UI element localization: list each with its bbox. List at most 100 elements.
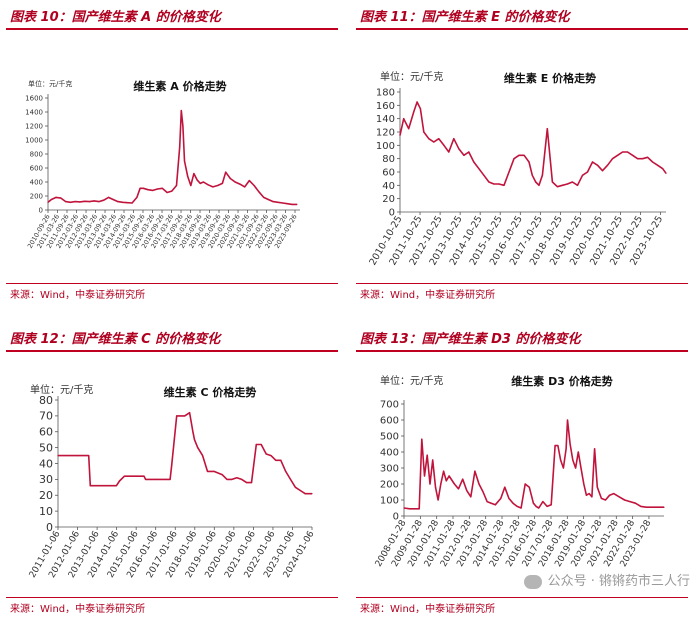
- data-point: [575, 467, 577, 469]
- y-tick-label: 0: [393, 512, 399, 523]
- chart-vitamin-e: 单位：元/千克 维生素 E 价格走势 0 20 40 60 80 100 120 140 160 18…: [367, 70, 667, 267]
- data-point: [217, 184, 219, 187]
- y-tick-label: 0: [389, 208, 395, 219]
- series-line: [403, 419, 664, 510]
- y-tick-label: 200: [30, 192, 43, 200]
- data-point: [462, 478, 464, 480]
- panel-title: 图表 10：国产维生素 A 的价格变化: [10, 10, 221, 25]
- data-point: [508, 171, 510, 173]
- panel-vitamin-c: 图表 12：国产维生素 C 的价格变化 单位：元/千克 维生素 C 价格走势 0 10…: [0, 322, 344, 617]
- data-point: [523, 154, 525, 156]
- data-point: [122, 201, 124, 203]
- data-point: [647, 156, 649, 158]
- data-point: [403, 118, 405, 120]
- data-point: [554, 445, 556, 447]
- data-point: [225, 171, 227, 173]
- data-point: [588, 493, 590, 495]
- data-point: [624, 499, 626, 501]
- data-point: [591, 496, 593, 498]
- data-point: [500, 497, 502, 499]
- data-point: [282, 202, 284, 204]
- data-point: [637, 158, 639, 160]
- data-point: [632, 154, 634, 156]
- data-point: [474, 470, 476, 472]
- source-note: 来源：Wind，中泰证券研究所: [360, 604, 496, 615]
- data-point: [609, 494, 611, 496]
- data-point: [591, 161, 594, 163]
- data-point: [516, 505, 518, 507]
- data-point: [136, 196, 138, 198]
- data-point: [193, 439, 196, 441]
- data-point: [576, 184, 579, 186]
- data-point: [229, 177, 231, 180]
- data-point: [426, 454, 428, 456]
- data-point: [221, 474, 223, 476]
- source-note: 来源：Wind，中泰证券研究所: [360, 290, 496, 301]
- panel-title: 图表 12：国产维生素 C 的价格变化: [10, 332, 221, 347]
- data-point: [438, 138, 440, 140]
- watermark-text: 公众号 · 锵锵药市三人行: [547, 574, 690, 589]
- data-point: [413, 111, 415, 113]
- data-point: [55, 196, 57, 198]
- source-note: 来源：Wind，中泰证券研究所: [10, 604, 146, 615]
- data-point: [270, 455, 272, 457]
- data-point: [498, 183, 500, 185]
- y-tick-label: 60: [39, 426, 53, 439]
- data-point: [665, 172, 667, 174]
- data-point: [466, 489, 468, 491]
- data-point: [202, 455, 204, 457]
- data-point: [192, 431, 194, 433]
- y-tick-label: 40: [39, 457, 53, 470]
- title-divider: [6, 28, 338, 30]
- data-point: [296, 203, 298, 205]
- y-tick-label: 1200: [25, 122, 43, 130]
- y-tick-label: 0: [46, 521, 53, 534]
- data-point: [663, 506, 665, 508]
- title-divider: [356, 350, 688, 352]
- data-point: [50, 198, 53, 201]
- data-point: [478, 483, 480, 485]
- data-point: [512, 502, 514, 504]
- data-point: [57, 455, 59, 457]
- data-point: [180, 110, 182, 112]
- data-point: [538, 184, 540, 186]
- y-tick-label: 40: [382, 181, 395, 192]
- data-point: [561, 184, 563, 186]
- source-divider: [6, 283, 338, 284]
- data-point: [231, 478, 233, 480]
- data-point: [171, 190, 173, 192]
- chart-vitamin-c: 单位：元/千克 维生素 C 价格走势010203040506070802011-0…: [28, 383, 317, 580]
- data-point: [117, 201, 119, 203]
- y-tick-label: 50: [39, 441, 53, 454]
- data-point: [179, 146, 181, 148]
- data-point: [196, 179, 198, 181]
- data-point: [557, 445, 559, 447]
- data-point: [207, 184, 209, 186]
- data-point: [408, 128, 410, 130]
- data-point: [183, 160, 186, 162]
- source-divider: [356, 283, 688, 284]
- data-point: [429, 483, 431, 485]
- data-point: [508, 497, 510, 499]
- data-point: [74, 201, 76, 203]
- data-point: [89, 485, 91, 487]
- data-point: [473, 161, 475, 163]
- wechat-icon: [523, 574, 542, 589]
- data-point: [656, 506, 658, 508]
- y-tick-label: 400: [380, 448, 399, 459]
- y-tick-label: 300: [380, 464, 399, 475]
- y-tick-label: 700: [380, 400, 399, 411]
- data-point: [65, 201, 67, 203]
- data-point: [601, 170, 604, 172]
- data-point: [179, 415, 181, 417]
- data-point: [493, 183, 495, 185]
- data-point: [126, 202, 128, 204]
- data-point: [286, 203, 288, 205]
- data-point: [448, 151, 450, 153]
- data-point: [139, 187, 141, 189]
- data-point: [202, 181, 204, 183]
- data-point: [107, 196, 110, 198]
- data-point: [277, 201, 279, 203]
- data-point: [494, 504, 496, 506]
- data-point: [164, 478, 166, 480]
